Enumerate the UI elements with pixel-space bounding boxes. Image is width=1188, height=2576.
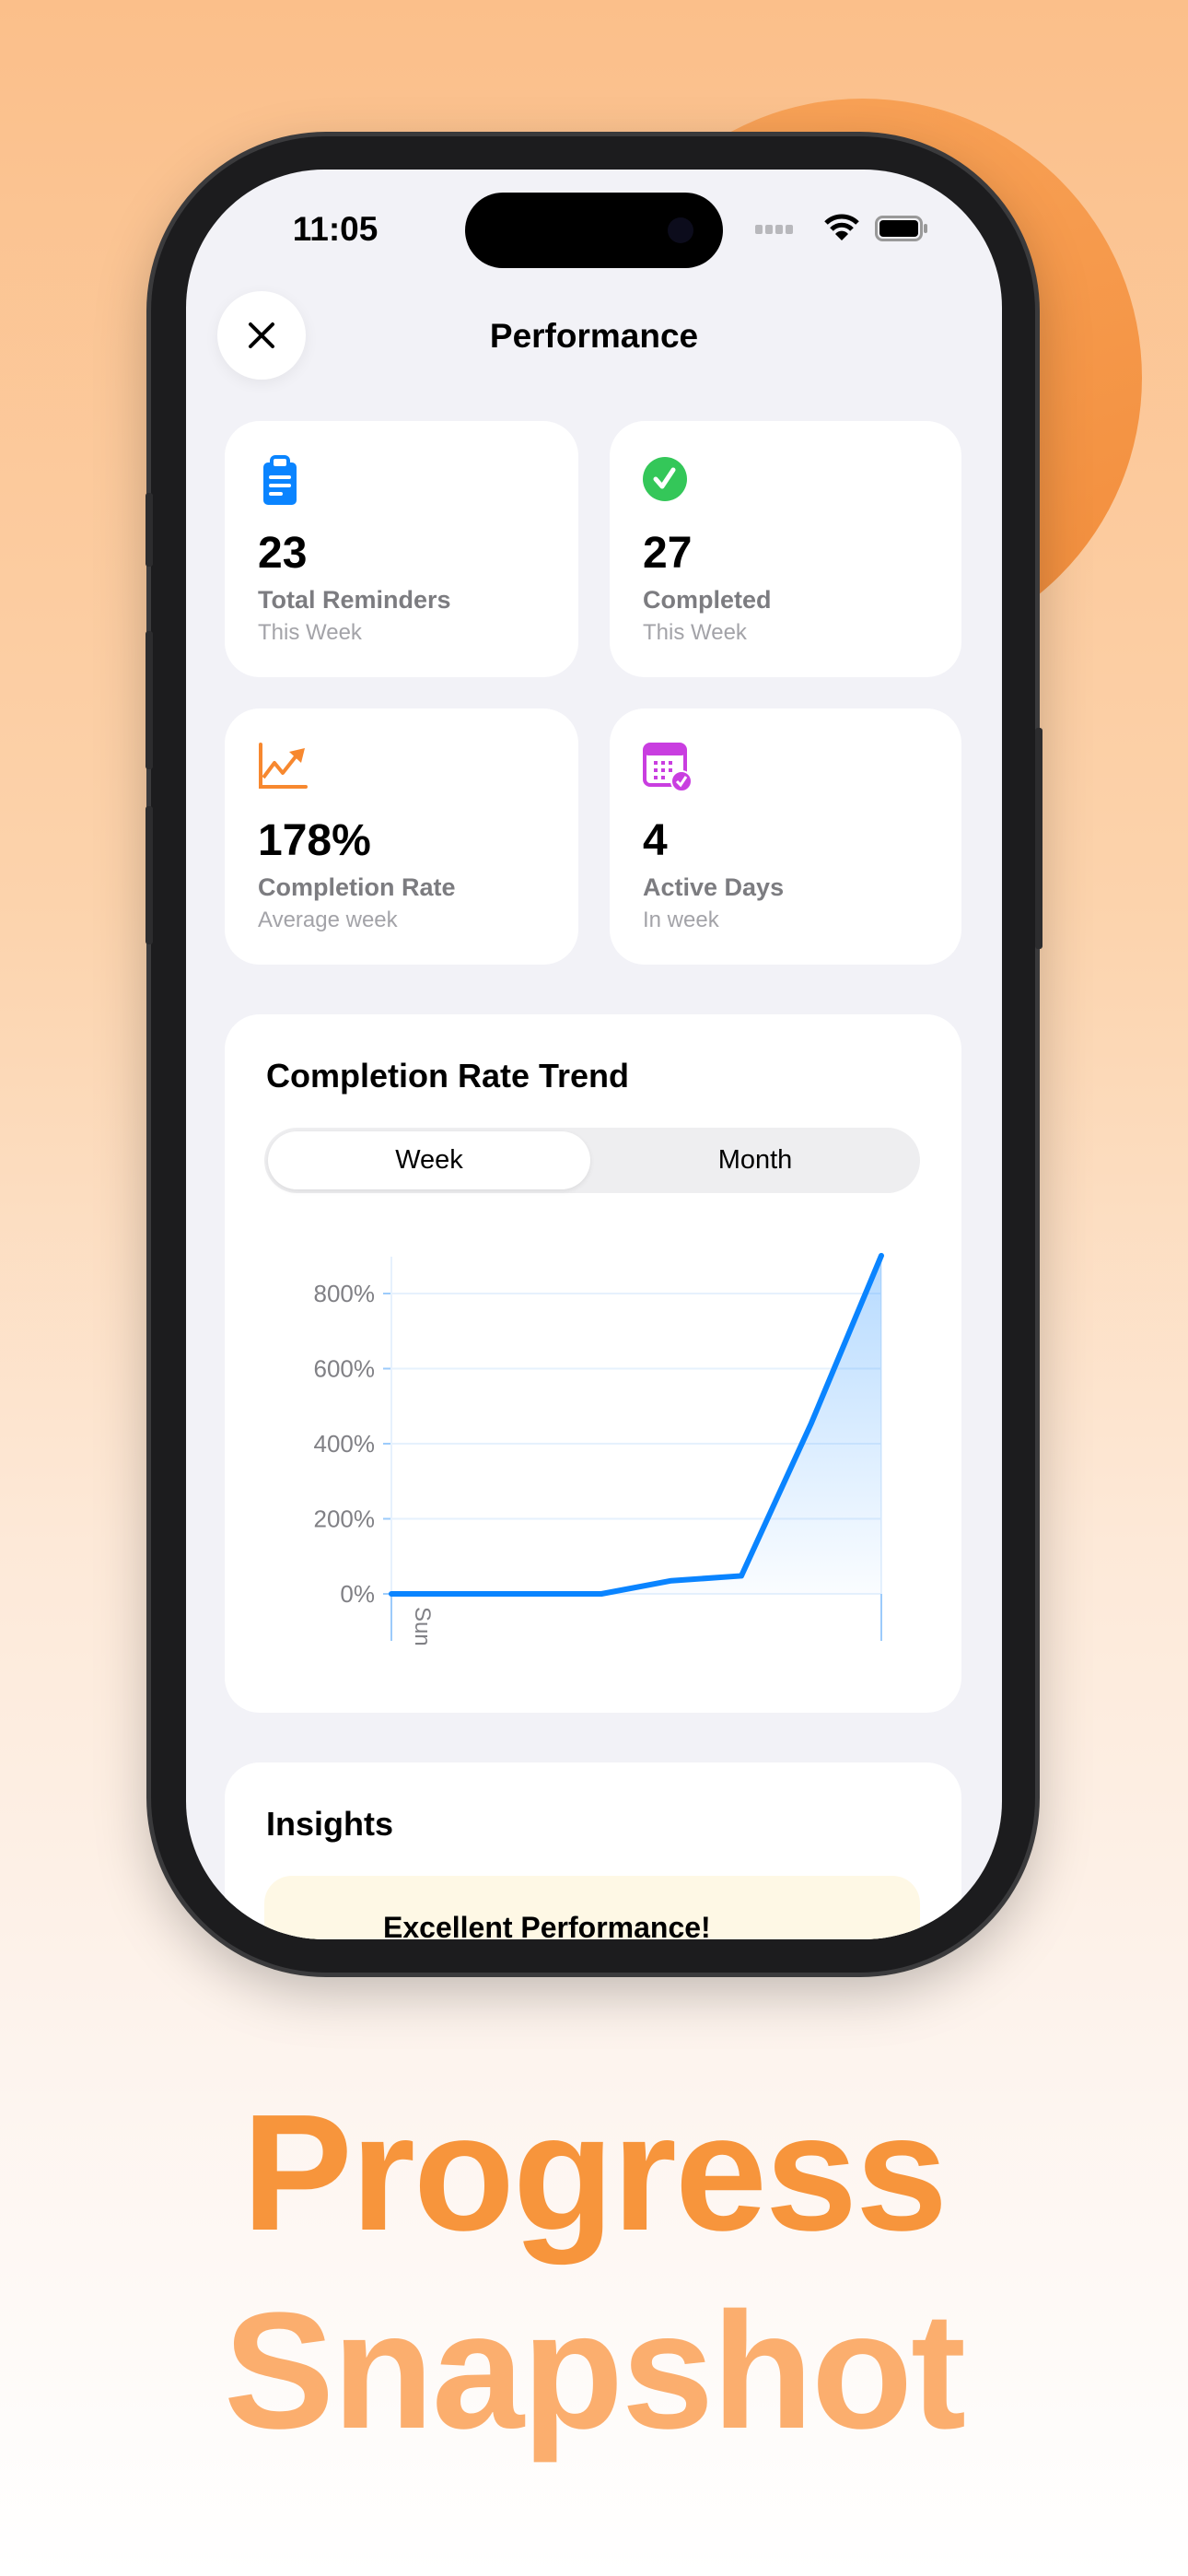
- signal-icon: [755, 225, 793, 234]
- segment-week[interactable]: Week: [268, 1131, 590, 1189]
- side-button: [146, 631, 153, 769]
- trend-title: Completion Rate Trend: [266, 1057, 630, 1095]
- headline-line1: Progress: [241, 2080, 948, 2266]
- stat-sub: This Week: [258, 620, 362, 645]
- battery-icon: [875, 216, 927, 241]
- side-button: [146, 806, 153, 944]
- xmark-icon: [249, 322, 274, 348]
- completion-rate-chart: 0% 200% 400% 600% 800% Sun: [314, 1252, 884, 1646]
- stat-label: Completion Rate: [258, 873, 456, 901]
- insight-item: Excellent Performance!: [264, 1876, 920, 1939]
- stat-card-rate: 178% Completion Rate Average week: [225, 708, 578, 965]
- clipboard-icon: [263, 455, 297, 505]
- app-screen: 11:05 Performance 23 Total Reminders Thi…: [186, 170, 1002, 1939]
- headline-line2: Snapshot: [223, 2278, 966, 2464]
- stat-sub: Average week: [258, 907, 398, 932]
- stat-label: Total Reminders: [258, 586, 451, 614]
- stat-value: 23: [258, 529, 308, 578]
- y-tick-label: 800%: [314, 1280, 376, 1307]
- insights-card: Insights Excellent Performance!: [225, 1762, 961, 1939]
- close-button[interactable]: [217, 291, 306, 380]
- area-fill: [391, 1255, 881, 1594]
- stat-value: 4: [643, 816, 668, 865]
- page-title: Performance: [489, 317, 699, 355]
- insight-title: Excellent Performance!: [383, 1911, 711, 1939]
- stat-sub: This Week: [643, 620, 747, 645]
- wifi-icon: [824, 214, 859, 240]
- stat-value: 178%: [258, 816, 371, 865]
- status-time: 11:05: [292, 210, 379, 248]
- y-tick-label: 400%: [314, 1430, 376, 1458]
- series-line: [389, 1252, 884, 1597]
- stat-card-total: 23 Total Reminders This Week: [225, 421, 578, 677]
- side-button: [146, 493, 153, 567]
- calendar-check-icon: [643, 743, 693, 792]
- stat-label: Active Days: [643, 873, 785, 901]
- camera-icon: [668, 217, 693, 243]
- chart-trend-up-icon: [259, 743, 308, 789]
- period-segmented-control: Week Month: [264, 1128, 920, 1193]
- segment-month[interactable]: Month: [717, 1145, 793, 1175]
- stat-sub: In week: [643, 907, 719, 932]
- side-button: [1035, 728, 1042, 949]
- stat-card-active-days: 4 Active Days In week: [610, 708, 961, 965]
- y-tick-label: 600%: [314, 1355, 376, 1383]
- checkmark-circle-icon: [643, 457, 687, 501]
- y-tick-label: 200%: [314, 1505, 376, 1533]
- stat-value: 27: [643, 529, 693, 578]
- y-tick-label: 0%: [340, 1580, 375, 1608]
- stat-card-completed: 27 Completed This Week: [610, 421, 961, 677]
- stat-label: Completed: [643, 586, 772, 614]
- insights-title: Insights: [266, 1805, 394, 1843]
- x-tick-label: Sun: [410, 1607, 435, 1646]
